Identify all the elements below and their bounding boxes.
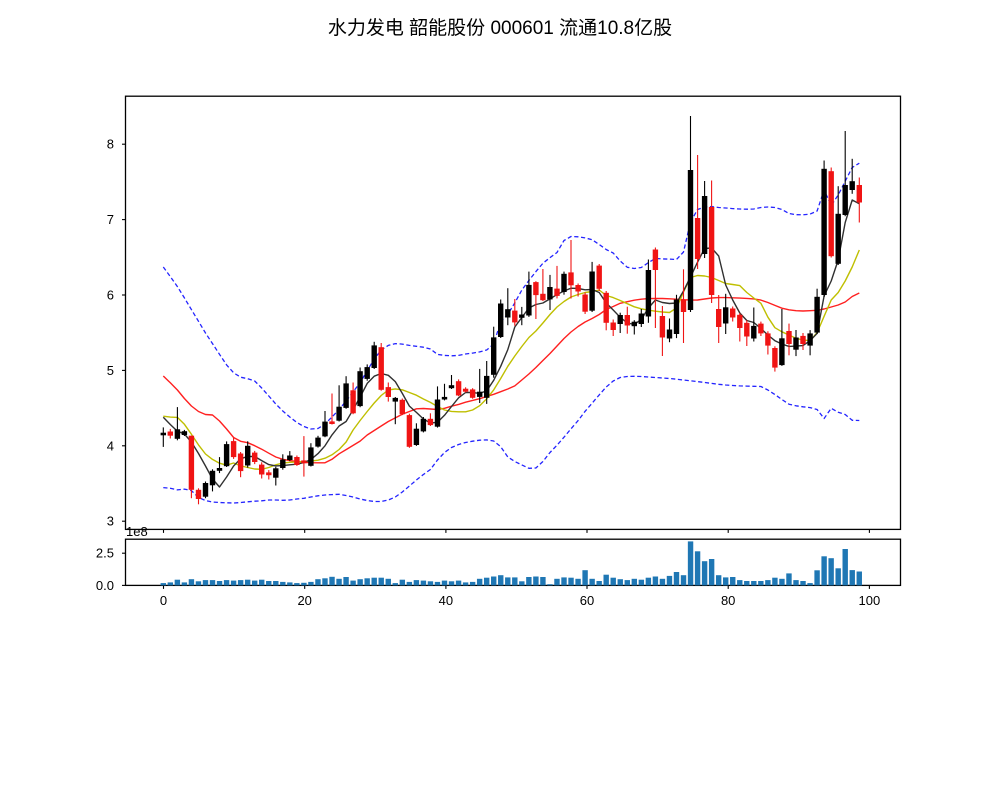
svg-text:80: 80	[721, 593, 735, 608]
svg-text:4: 4	[107, 438, 114, 453]
svg-text:100: 100	[859, 593, 881, 608]
svg-text:5: 5	[107, 363, 114, 378]
svg-text:8: 8	[107, 137, 114, 152]
svg-text:0.0: 0.0	[96, 578, 114, 593]
svg-text:0: 0	[160, 593, 167, 608]
svg-text:60: 60	[580, 593, 594, 608]
svg-text:40: 40	[439, 593, 453, 608]
svg-text:20: 20	[297, 593, 311, 608]
svg-text:1e8: 1e8	[126, 524, 148, 539]
svg-text:3: 3	[107, 514, 114, 529]
svg-text:7: 7	[107, 212, 114, 227]
svg-text:2.5: 2.5	[96, 546, 114, 561]
svg-text:6: 6	[107, 288, 114, 303]
